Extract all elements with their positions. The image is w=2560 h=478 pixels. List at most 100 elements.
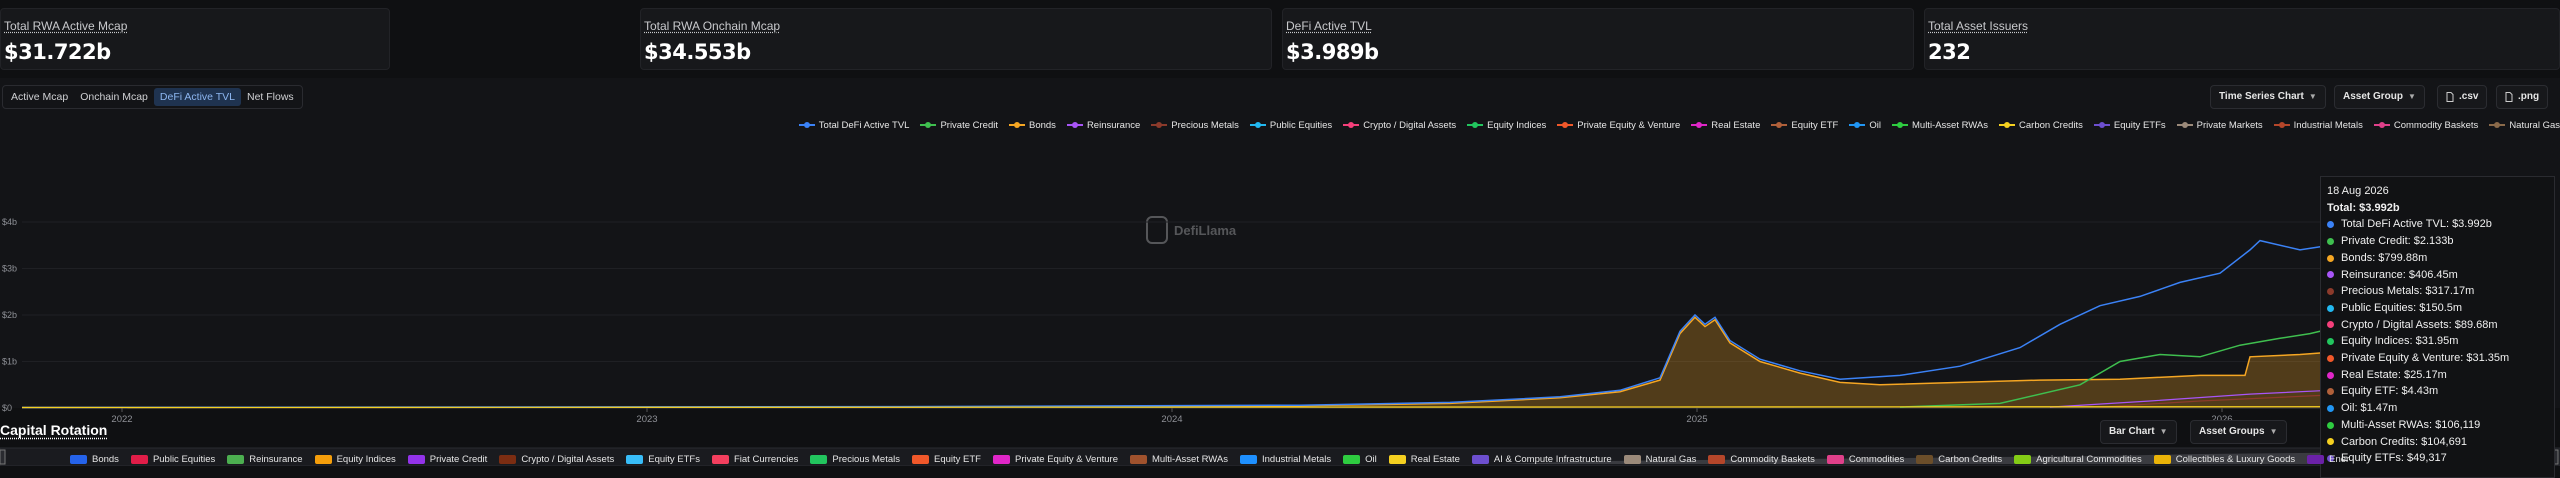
- legend-item[interactable]: Equity Indices: [1467, 118, 1546, 132]
- main-chart-panel: Active Mcap Onchain Mcap DeFi Active TVL…: [0, 78, 2560, 467]
- rotation-grouping-dropdown[interactable]: Asset Groups ▼: [2190, 420, 2287, 444]
- series-dot-icon: [2327, 371, 2334, 379]
- rotation-legend-item[interactable]: Private Equity & Venture: [993, 454, 1118, 465]
- legend-item[interactable]: Bonds: [1009, 118, 1056, 132]
- tab-net-flows[interactable]: Net Flows: [246, 91, 294, 103]
- series-line-bonds: [21, 316, 2331, 409]
- rotation-legend-item[interactable]: Ener: [2307, 454, 2349, 465]
- legend-item[interactable]: Natural Gas: [2489, 118, 2560, 132]
- legend-swatch-icon: [810, 455, 828, 464]
- tooltip-row-label: Reinsurance: $406.45m: [2341, 268, 2458, 281]
- rotation-legend-item[interactable]: Industrial Metals: [1240, 454, 1331, 465]
- rotation-legend-label: Equity Indices: [336, 454, 396, 465]
- rotation-legend-item[interactable]: Bonds: [70, 454, 119, 465]
- legend-item[interactable]: Precious Metals: [1151, 118, 1239, 132]
- rotation-legend-item[interactable]: Real Estate: [1388, 454, 1460, 465]
- stat-value: 232: [1928, 40, 1971, 64]
- tooltip-row: Bonds: $799.88m: [2327, 250, 2548, 267]
- legend-item[interactable]: Industrial Metals: [2273, 118, 2363, 132]
- legend-line-icon: [1009, 122, 1025, 128]
- rotation-legend-item[interactable]: Commodities: [1826, 454, 1904, 465]
- file-icon: [2505, 92, 2513, 102]
- x-tick-label: 2025: [1686, 414, 1707, 425]
- rotation-legend-item[interactable]: Oil: [1343, 454, 1377, 465]
- tooltip-row-label: Real Estate: $25.17m: [2341, 368, 2447, 381]
- rotation-legend-item[interactable]: Commodity Baskets: [1708, 454, 1815, 465]
- rotation-legend-item[interactable]: Equity Indices: [314, 454, 396, 465]
- stat-label[interactable]: Total Asset Issuers: [1928, 19, 2029, 33]
- legend-item[interactable]: Reinsurance: [1066, 118, 1140, 132]
- tab-active-mcap[interactable]: Active Mcap: [11, 91, 69, 103]
- series-line-carbon-credits: [21, 406, 2546, 409]
- legend-item[interactable]: Private Markets: [2176, 118, 2263, 132]
- legend-line-icon: [2176, 122, 2193, 128]
- tooltip-date: 18 Aug 2026: [2327, 185, 2389, 197]
- rotation-legend-item[interactable]: Precious Metals: [810, 454, 900, 465]
- stat-label[interactable]: DeFi Active TVL: [1286, 19, 1372, 33]
- rotation-legend-label: Collectibles & Luxury Goods: [2175, 454, 2296, 465]
- watermark-text: DefiLlama: [1174, 222, 1237, 238]
- legend-item[interactable]: Equity ETF: [1771, 118, 1838, 132]
- legend-item[interactable]: Public Equities: [1249, 118, 1333, 132]
- legend-item[interactable]: Total DeFi Active TVL: [798, 118, 909, 132]
- legend-swatch-icon: [1388, 455, 1406, 464]
- tab-onchain-mcap[interactable]: Onchain Mcap: [80, 91, 148, 103]
- legend-label: Bonds: [1029, 119, 1056, 131]
- rotation-legend-item[interactable]: Agricultural Commodities: [2014, 454, 2142, 465]
- rotation-legend-item[interactable]: Equity ETFs: [626, 454, 700, 465]
- legend-label: Oil: [1869, 119, 1881, 131]
- legend-item[interactable]: Equity ETFs: [2093, 118, 2166, 132]
- legend-item[interactable]: Real Estate: [1691, 118, 1760, 132]
- legend-label: Public Equities: [1269, 119, 1333, 131]
- legend-item[interactable]: Multi-Asset RWAs: [1892, 118, 1988, 132]
- capital-rotation-title[interactable]: Capital Rotation: [0, 422, 108, 438]
- tvl-area-chart[interactable]: $0 $1b $2b $3b $4b 2022 2023 2024 2025 2026: [0, 136, 2560, 436]
- rotation-legend-item[interactable]: Reinsurance: [227, 454, 303, 465]
- tooltip-row-label: Bonds: $799.88m: [2341, 251, 2428, 264]
- rotation-legend-item[interactable]: Natural Gas: [1623, 454, 1696, 465]
- legend-line-icon: [1892, 122, 1908, 128]
- stat-label[interactable]: Total RWA Active Mcap: [4, 19, 128, 33]
- legend-line-icon: [1249, 122, 1266, 128]
- legend-label: Carbon Credits: [2019, 119, 2083, 131]
- legend-swatch-icon: [1343, 455, 1361, 464]
- legend-item[interactable]: Private Equity & Venture: [1557, 118, 1680, 132]
- rotation-legend-item[interactable]: Crypto / Digital Assets: [499, 454, 614, 465]
- rotation-legend-item[interactable]: Public Equities: [130, 454, 215, 465]
- legend-item[interactable]: Carbon Credits: [1999, 118, 2083, 132]
- legend-item[interactable]: Crypto / Digital Assets: [1343, 118, 1456, 132]
- series-line-total-defi-active-tvl: [21, 221, 2546, 409]
- legend-line-icon: [1151, 122, 1168, 128]
- file-icon: [2446, 92, 2454, 102]
- rotation-chart-type-dropdown[interactable]: Bar Chart ▼: [2100, 420, 2177, 444]
- rotation-legend-item[interactable]: Collectibles & Luxury Goods: [2153, 454, 2296, 465]
- tooltip-row: Crypto / Digital Assets: $89.68m: [2327, 317, 2548, 334]
- legend-item[interactable]: Private Credit: [920, 118, 998, 132]
- stat-card-total-rwa-onchain-mcap: Total RWA Onchain Mcap $34.553b: [640, 8, 1272, 70]
- stat-card-total-rwa-active-mcap: Total RWA Active Mcap $31.722b: [0, 8, 390, 70]
- tooltip-row-label: Private Credit: $2.133b: [2341, 235, 2454, 248]
- grouping-dropdown[interactable]: Asset Group ▼: [2334, 85, 2425, 109]
- zoom-handle-left[interactable]: [0, 449, 6, 465]
- legend-item[interactable]: Commodity Baskets: [2373, 118, 2479, 132]
- tooltip-row-label: Equity ETFs: $49,317: [2341, 452, 2447, 465]
- chart-type-dropdown[interactable]: Time Series Chart ▼: [2210, 85, 2326, 109]
- rotation-legend-item[interactable]: Fiat Currencies: [711, 454, 798, 465]
- series-area-bonds: [22, 317, 2330, 408]
- rotation-legend-item[interactable]: Private Credit: [407, 454, 487, 465]
- legend-item[interactable]: Oil: [1849, 118, 1881, 132]
- rotation-legend-item[interactable]: Equity ETF: [912, 454, 981, 465]
- rotation-legend-item[interactable]: Carbon Credits: [1916, 454, 2002, 465]
- tooltip-row: Precious Metals: $317.17m: [2327, 283, 2548, 300]
- legend-line-icon: [1066, 122, 1083, 128]
- tooltip-rows: Total DeFi Active TVL: $3.992b Private Cr…: [2327, 216, 2548, 467]
- rotation-legend-item[interactable]: AI & Compute Infrastructure: [1471, 454, 1612, 465]
- stat-value: $31.722b: [4, 40, 111, 64]
- png-download-button[interactable]: .png: [2496, 85, 2549, 109]
- tab-defi-active-tvl[interactable]: DeFi Active TVL: [153, 88, 241, 106]
- legend-label: Commodity Baskets: [2393, 119, 2479, 131]
- stat-label[interactable]: Total RWA Onchain Mcap: [644, 19, 781, 33]
- chart-type-label: Time Series Chart: [2219, 91, 2304, 102]
- csv-download-button[interactable]: .csv: [2437, 85, 2488, 109]
- rotation-legend-item[interactable]: Multi-Asset RWAs: [1129, 454, 1228, 465]
